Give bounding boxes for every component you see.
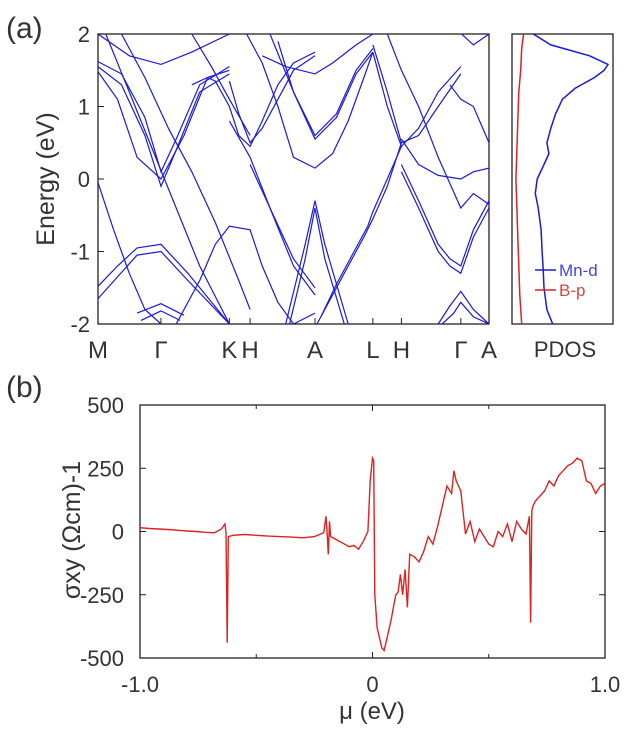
band-23 — [316, 142, 402, 324]
band-10 — [120, 34, 251, 310]
kpoint-label: H — [241, 337, 258, 364]
hall-y-tick-label: -250 — [80, 583, 124, 608]
panel-label-a: (a) — [6, 12, 43, 45]
band-27 — [386, 34, 489, 210]
hall-y-tick-label: 250 — [87, 456, 124, 481]
band-y-axis-label: Energy (eV) — [32, 112, 60, 245]
band-y-tick-label: 1 — [78, 95, 90, 120]
band-y-tick-label: 2 — [78, 22, 90, 47]
band-30 — [400, 138, 489, 180]
hall-plot-frame — [139, 404, 606, 659]
legend-label-b-p: B-p — [559, 281, 585, 300]
hall-y-tick-label: -500 — [80, 646, 124, 671]
hall-x-tick-label: 0 — [366, 672, 378, 697]
band-20 — [261, 34, 374, 75]
band-19 — [277, 41, 374, 141]
hall-x-tick-label: -1.0 — [121, 672, 159, 697]
band-29 — [400, 171, 489, 275]
band-15 — [228, 120, 316, 296]
band-26 — [372, 44, 462, 144]
sigma-xy-line — [139, 455, 606, 652]
band-y-ticks: -2 -1 0 1 2 — [70, 22, 104, 337]
hall-x-tick-label: 1.0 — [590, 672, 621, 697]
hall-y-tick-label: 500 — [87, 393, 124, 418]
band-11 — [175, 225, 316, 324]
band-33 — [449, 84, 489, 144]
band-4 — [98, 243, 230, 324]
hall-axis-ticks: 500 250 0 -250 -500-1.0 0 1.0 — [80, 393, 620, 697]
band-21 — [285, 200, 349, 324]
band-3 — [98, 34, 230, 66]
pdos-plot: PDOS Mn-d B-p — [511, 33, 614, 362]
band-31 — [437, 290, 489, 324]
hall-y-tick-label: 0 — [112, 520, 124, 545]
band-17 — [246, 34, 374, 169]
band-32 — [441, 301, 489, 324]
band-22 — [289, 207, 345, 324]
kpoint-label: Γ — [454, 337, 467, 364]
band-9 — [105, 34, 230, 324]
pdos-x-axis-label: PDOS — [534, 337, 596, 362]
band-18 — [269, 34, 374, 137]
band-6 — [136, 303, 185, 316]
band-y-tick-label: -1 — [70, 240, 90, 265]
band-plot-frame — [97, 33, 490, 325]
pdos-line-b-p — [515, 33, 525, 325]
pdos-plot-frame — [511, 33, 614, 325]
band-25 — [372, 51, 462, 148]
band-1 — [98, 66, 230, 189]
band-14 — [228, 55, 316, 144]
band-16 — [249, 164, 316, 289]
band-34 — [461, 34, 489, 46]
kpoint-label: A — [481, 337, 497, 364]
hall-y-axis-label: σxy (Ωcm)-1 — [58, 461, 86, 599]
pdos-legend: Mn-d B-p — [535, 261, 598, 300]
panel-label-b: (b) — [6, 371, 43, 404]
kpoint-label: A — [307, 337, 323, 364]
kpoint-label: Γ — [154, 337, 167, 364]
band-7 — [140, 310, 181, 321]
pdos-line-mn-d — [532, 33, 610, 325]
hall-x-axis-label: μ (eV) — [339, 698, 405, 725]
band-24 — [320, 146, 402, 318]
kpoint-label: L — [366, 337, 379, 364]
band-y-tick-label: 0 — [78, 167, 90, 192]
band-y-tick-label: -2 — [70, 312, 90, 337]
kpoint-label: H — [393, 337, 410, 364]
band-lines — [98, 34, 489, 324]
kpoint-label: M — [88, 337, 108, 364]
pdos-lines — [515, 33, 610, 325]
kpoint-label: K — [221, 337, 237, 364]
band-8 — [98, 182, 162, 324]
band-28 — [400, 164, 489, 267]
hall-conductivity-plot: 500 250 0 -250 -500-1.0 0 1.0 σxy (Ωcm)-1 μ (e… — [58, 393, 620, 725]
legend-label-mn-d: Mn-d — [559, 261, 598, 280]
band-5 — [98, 250, 230, 324]
